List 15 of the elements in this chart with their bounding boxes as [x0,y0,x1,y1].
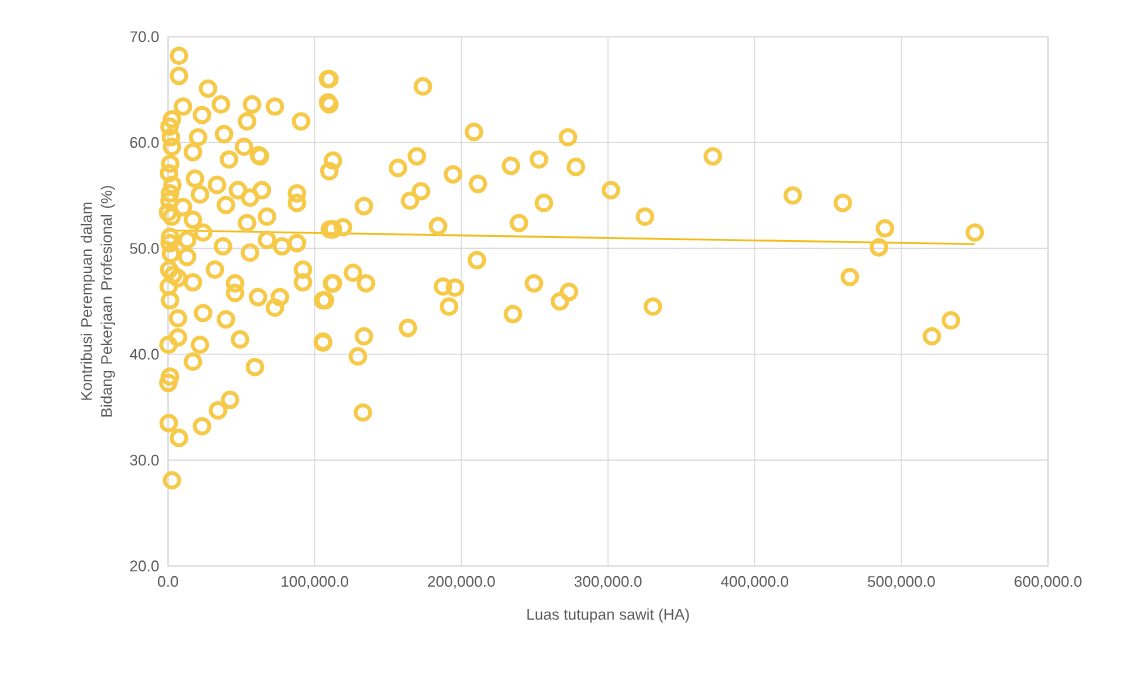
x-tick-label: 500,000.0 [867,576,935,589]
x-tick-label: 0.0 [157,576,179,587]
x-axis-title: Luas tutupan sawit (HA) [527,608,689,623]
x-tick-label: 400,000.0 [720,576,789,589]
x-tick-label: 100,000.0 [281,576,349,589]
x-tick-label: 300,000.0 [574,576,642,589]
x-tick-label: 200,000.0 [428,576,495,589]
y-tick-label: 60.0 [130,137,159,148]
x-tick-label: 600,000.0 [1014,576,1082,589]
y-tick-label: 20.0 [130,560,159,572]
y-tick-label: 30.0 [130,454,159,466]
y-tick-label: 40.0 [129,348,159,360]
y-tick-label: 50.0 [130,242,159,254]
y-axis-title: Kontribusi Perempuan dalam Bidang Pekerjaan Profesional (%) [80,186,115,417]
y-tick-label: 70.0 [130,31,159,43]
